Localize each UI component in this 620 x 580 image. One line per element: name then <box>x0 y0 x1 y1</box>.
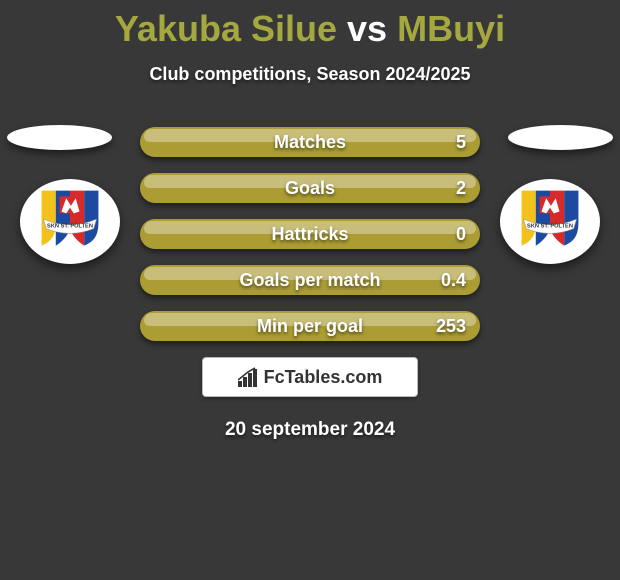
stat-value: 253 <box>436 311 466 341</box>
club-badge-right <box>500 179 600 264</box>
stat-label: Goals <box>140 173 480 203</box>
stat-value: 0 <box>456 219 466 249</box>
stat-bar: Hattricks0 <box>140 219 480 249</box>
brand-text: FcTables.com <box>264 367 383 388</box>
club-shield-icon <box>34 185 106 257</box>
stat-bar: Goals per match0.4 <box>140 265 480 295</box>
stat-bar: Min per goal253 <box>140 311 480 341</box>
title-player-b: MBuyi <box>397 8 505 49</box>
player-b-ellipse <box>508 125 613 150</box>
stat-value: 2 <box>456 173 466 203</box>
club-shield-icon <box>514 185 586 257</box>
stat-bar: Goals2 <box>140 173 480 203</box>
player-a-ellipse <box>7 125 112 150</box>
stat-label: Hattricks <box>140 219 480 249</box>
title-vs: vs <box>347 8 387 49</box>
content-area: Matches5Goals2Hattricks0Goals per match0… <box>0 127 620 441</box>
stat-value: 5 <box>456 127 466 157</box>
page-title: Yakuba Silue vs MBuyi <box>0 7 620 50</box>
brand-card[interactable]: FcTables.com <box>202 357 418 397</box>
club-badge-left <box>20 179 120 264</box>
stats-bars: Matches5Goals2Hattricks0Goals per match0… <box>140 127 480 341</box>
stat-label: Min per goal <box>140 311 480 341</box>
bar-chart-icon <box>238 367 258 387</box>
stat-bar: Matches5 <box>140 127 480 157</box>
stat-label: Goals per match <box>140 265 480 295</box>
stat-value: 0.4 <box>441 265 466 295</box>
title-player-a: Yakuba Silue <box>115 8 337 49</box>
stat-label: Matches <box>140 127 480 157</box>
page-root: Yakuba Silue vs MBuyi Club competitions,… <box>0 0 620 441</box>
date-text: 20 september 2024 <box>0 419 620 441</box>
subtitle: Club competitions, Season 2024/2025 <box>0 64 620 85</box>
